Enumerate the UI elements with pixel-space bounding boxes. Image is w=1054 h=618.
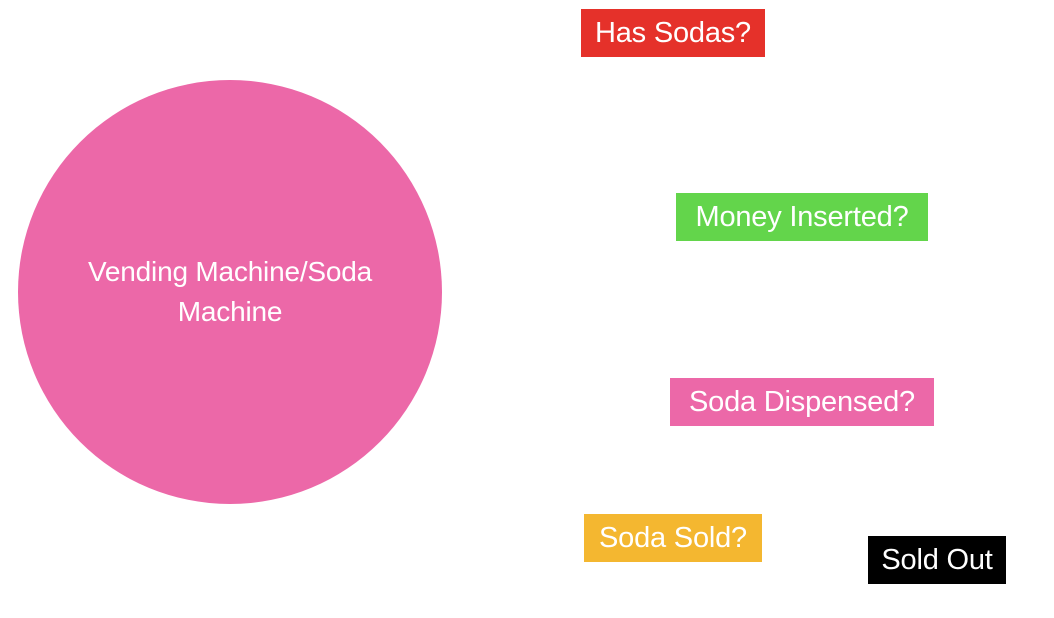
vending-machine-label: Vending Machine/Soda Machine xyxy=(88,256,372,327)
state-has-sodas: Has Sodas? xyxy=(581,9,765,57)
state-sold-out: Sold Out xyxy=(868,536,1006,584)
vending-machine-node: Vending Machine/Soda Machine xyxy=(18,80,442,504)
state-soda-sold: Soda Sold? xyxy=(584,514,762,562)
state-money-inserted: Money Inserted? xyxy=(676,193,928,241)
state-soda-dispensed: Soda Dispensed? xyxy=(670,378,934,426)
